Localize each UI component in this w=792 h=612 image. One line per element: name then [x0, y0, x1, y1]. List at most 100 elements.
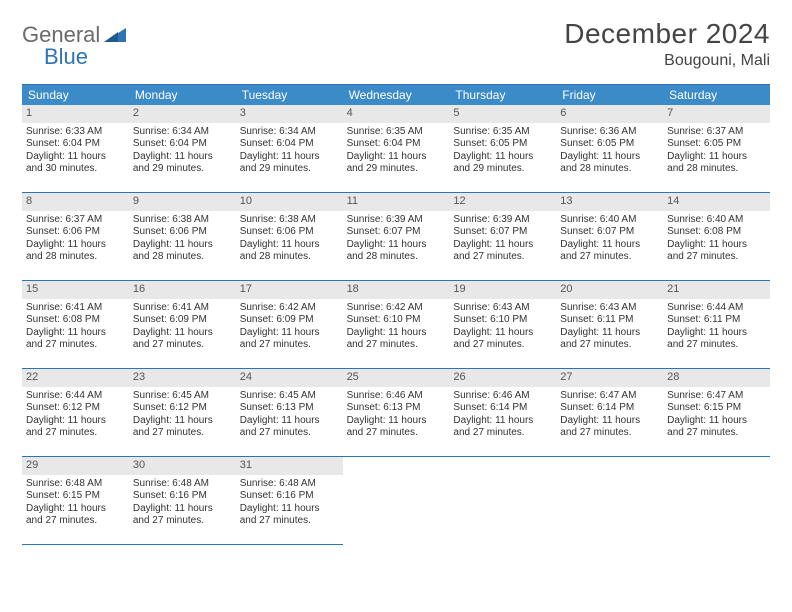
sunrise-line: Sunrise: 6:36 AM: [560, 126, 659, 139]
daylight-line: Daylight: 11 hours and 27 minutes.: [667, 327, 766, 352]
daylight-line: Daylight: 11 hours and 27 minutes.: [347, 415, 446, 440]
sunrise-line: Sunrise: 6:35 AM: [453, 126, 552, 139]
day-body: Sunrise: 6:43 AMSunset: 6:10 PMDaylight:…: [449, 299, 556, 357]
day-cell: 22Sunrise: 6:44 AMSunset: 6:12 PMDayligh…: [22, 369, 129, 457]
day-number: 30: [129, 457, 236, 475]
sunset-line: Sunset: 6:16 PM: [133, 490, 232, 503]
daylight-line: Daylight: 11 hours and 27 minutes.: [667, 239, 766, 264]
day-cell: 3Sunrise: 6:34 AMSunset: 6:04 PMDaylight…: [236, 105, 343, 193]
sunrise-line: Sunrise: 6:40 AM: [560, 214, 659, 227]
day-cell: 9Sunrise: 6:38 AMSunset: 6:06 PMDaylight…: [129, 193, 236, 281]
sunset-line: Sunset: 6:05 PM: [560, 138, 659, 151]
daylight-line: Daylight: 11 hours and 28 minutes.: [560, 151, 659, 176]
day-number: 25: [343, 369, 450, 387]
day-body: Sunrise: 6:43 AMSunset: 6:11 PMDaylight:…: [556, 299, 663, 357]
sunset-line: Sunset: 6:04 PM: [240, 138, 339, 151]
sunrise-line: Sunrise: 6:45 AM: [240, 390, 339, 403]
sunrise-line: Sunrise: 6:42 AM: [240, 302, 339, 315]
day-cell: 6Sunrise: 6:36 AMSunset: 6:05 PMDaylight…: [556, 105, 663, 193]
daylight-line: Daylight: 11 hours and 27 minutes.: [453, 415, 552, 440]
sunset-line: Sunset: 6:15 PM: [667, 402, 766, 415]
day-cell: 30Sunrise: 6:48 AMSunset: 6:16 PMDayligh…: [129, 457, 236, 545]
day-number: 5: [449, 105, 556, 123]
day-body: Sunrise: 6:44 AMSunset: 6:11 PMDaylight:…: [663, 299, 770, 357]
day-cell: 13Sunrise: 6:40 AMSunset: 6:07 PMDayligh…: [556, 193, 663, 281]
sunset-line: Sunset: 6:11 PM: [667, 314, 766, 327]
day-number: 7: [663, 105, 770, 123]
sunrise-line: Sunrise: 6:42 AM: [347, 302, 446, 315]
day-body: Sunrise: 6:35 AMSunset: 6:04 PMDaylight:…: [343, 123, 450, 181]
daylight-line: Daylight: 11 hours and 27 minutes.: [347, 327, 446, 352]
sunrise-line: Sunrise: 6:43 AM: [453, 302, 552, 315]
daylight-line: Daylight: 11 hours and 29 minutes.: [347, 151, 446, 176]
empty-cell: [449, 457, 556, 545]
sunset-line: Sunset: 6:04 PM: [133, 138, 232, 151]
sunset-line: Sunset: 6:10 PM: [453, 314, 552, 327]
calendar-page: General December 2024 Bougouni, Mali Blu…: [0, 0, 792, 555]
day-cell: 11Sunrise: 6:39 AMSunset: 6:07 PMDayligh…: [343, 193, 450, 281]
sunrise-line: Sunrise: 6:38 AM: [133, 214, 232, 227]
day-body: Sunrise: 6:40 AMSunset: 6:08 PMDaylight:…: [663, 211, 770, 269]
day-number: 29: [22, 457, 129, 475]
title-block: December 2024 Bougouni, Mali: [564, 18, 770, 70]
sunrise-line: Sunrise: 6:39 AM: [453, 214, 552, 227]
daylight-line: Daylight: 11 hours and 27 minutes.: [560, 415, 659, 440]
sunrise-line: Sunrise: 6:37 AM: [26, 214, 125, 227]
day-body: Sunrise: 6:46 AMSunset: 6:14 PMDaylight:…: [449, 387, 556, 445]
day-cell: 26Sunrise: 6:46 AMSunset: 6:14 PMDayligh…: [449, 369, 556, 457]
day-cell: 10Sunrise: 6:38 AMSunset: 6:06 PMDayligh…: [236, 193, 343, 281]
day-cell: 14Sunrise: 6:40 AMSunset: 6:08 PMDayligh…: [663, 193, 770, 281]
weekday-header: Sunday: [22, 85, 129, 105]
sunrise-line: Sunrise: 6:44 AM: [667, 302, 766, 315]
day-cell: 27Sunrise: 6:47 AMSunset: 6:14 PMDayligh…: [556, 369, 663, 457]
sunset-line: Sunset: 6:04 PM: [347, 138, 446, 151]
day-cell: 20Sunrise: 6:43 AMSunset: 6:11 PMDayligh…: [556, 281, 663, 369]
day-body: Sunrise: 6:36 AMSunset: 6:05 PMDaylight:…: [556, 123, 663, 181]
sunrise-line: Sunrise: 6:47 AM: [560, 390, 659, 403]
daylight-line: Daylight: 11 hours and 30 minutes.: [26, 151, 125, 176]
day-number: 11: [343, 193, 450, 211]
day-body: Sunrise: 6:48 AMSunset: 6:15 PMDaylight:…: [22, 475, 129, 533]
daylight-line: Daylight: 11 hours and 28 minutes.: [133, 239, 232, 264]
day-body: Sunrise: 6:48 AMSunset: 6:16 PMDaylight:…: [236, 475, 343, 533]
weekday-header: Friday: [556, 85, 663, 105]
day-number: 20: [556, 281, 663, 299]
sunrise-line: Sunrise: 6:34 AM: [240, 126, 339, 139]
sunset-line: Sunset: 6:04 PM: [26, 138, 125, 151]
day-number: 26: [449, 369, 556, 387]
calendar-grid: SundayMondayTuesdayWednesdayThursdayFrid…: [22, 84, 770, 545]
day-body: Sunrise: 6:45 AMSunset: 6:13 PMDaylight:…: [236, 387, 343, 445]
sunrise-line: Sunrise: 6:48 AM: [26, 478, 125, 491]
sunrise-line: Sunrise: 6:34 AM: [133, 126, 232, 139]
logo-text-2: Blue: [44, 44, 88, 69]
day-number: 22: [22, 369, 129, 387]
day-body: Sunrise: 6:34 AMSunset: 6:04 PMDaylight:…: [129, 123, 236, 181]
day-cell: 5Sunrise: 6:35 AMSunset: 6:05 PMDaylight…: [449, 105, 556, 193]
sunset-line: Sunset: 6:08 PM: [667, 226, 766, 239]
day-cell: 23Sunrise: 6:45 AMSunset: 6:12 PMDayligh…: [129, 369, 236, 457]
day-number: 21: [663, 281, 770, 299]
daylight-line: Daylight: 11 hours and 28 minutes.: [240, 239, 339, 264]
daylight-line: Daylight: 11 hours and 27 minutes.: [133, 415, 232, 440]
empty-cell: [343, 457, 450, 545]
day-body: Sunrise: 6:40 AMSunset: 6:07 PMDaylight:…: [556, 211, 663, 269]
day-body: Sunrise: 6:38 AMSunset: 6:06 PMDaylight:…: [129, 211, 236, 269]
day-number: 27: [556, 369, 663, 387]
sunrise-line: Sunrise: 6:45 AM: [133, 390, 232, 403]
sunrise-line: Sunrise: 6:43 AM: [560, 302, 659, 315]
sunrise-line: Sunrise: 6:35 AM: [347, 126, 446, 139]
daylight-line: Daylight: 11 hours and 27 minutes.: [453, 327, 552, 352]
day-cell: 8Sunrise: 6:37 AMSunset: 6:06 PMDaylight…: [22, 193, 129, 281]
day-cell: 1Sunrise: 6:33 AMSunset: 6:04 PMDaylight…: [22, 105, 129, 193]
daylight-line: Daylight: 11 hours and 27 minutes.: [560, 327, 659, 352]
sunset-line: Sunset: 6:07 PM: [453, 226, 552, 239]
location: Bougouni, Mali: [564, 52, 770, 70]
sunset-line: Sunset: 6:12 PM: [26, 402, 125, 415]
sunset-line: Sunset: 6:05 PM: [667, 138, 766, 151]
day-cell: 28Sunrise: 6:47 AMSunset: 6:15 PMDayligh…: [663, 369, 770, 457]
day-body: Sunrise: 6:47 AMSunset: 6:14 PMDaylight:…: [556, 387, 663, 445]
daylight-line: Daylight: 11 hours and 27 minutes.: [560, 239, 659, 264]
day-number: 17: [236, 281, 343, 299]
daylight-line: Daylight: 11 hours and 27 minutes.: [133, 327, 232, 352]
sunrise-line: Sunrise: 6:39 AM: [347, 214, 446, 227]
